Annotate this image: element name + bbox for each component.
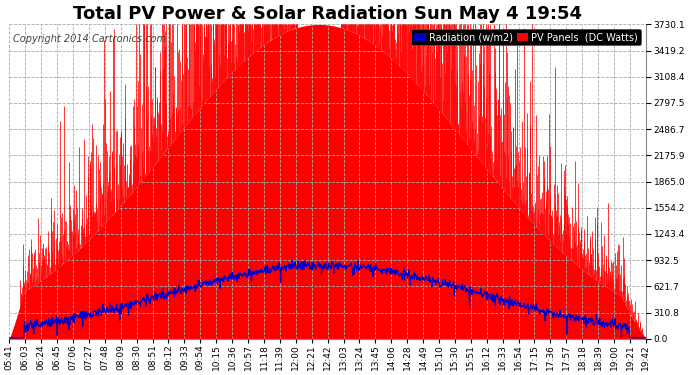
Title: Total PV Power & Solar Radiation Sun May 4 19:54: Total PV Power & Solar Radiation Sun May… [73, 5, 582, 23]
Text: Copyright 2014 Cartronics.com: Copyright 2014 Cartronics.com [12, 34, 166, 44]
Legend: Radiation (w/m2), PV Panels  (DC Watts): Radiation (w/m2), PV Panels (DC Watts) [411, 29, 641, 45]
